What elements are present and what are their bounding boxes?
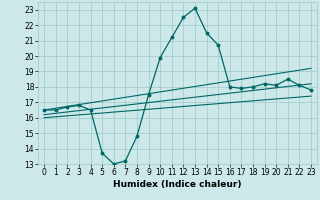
X-axis label: Humidex (Indice chaleur): Humidex (Indice chaleur) <box>113 180 242 189</box>
